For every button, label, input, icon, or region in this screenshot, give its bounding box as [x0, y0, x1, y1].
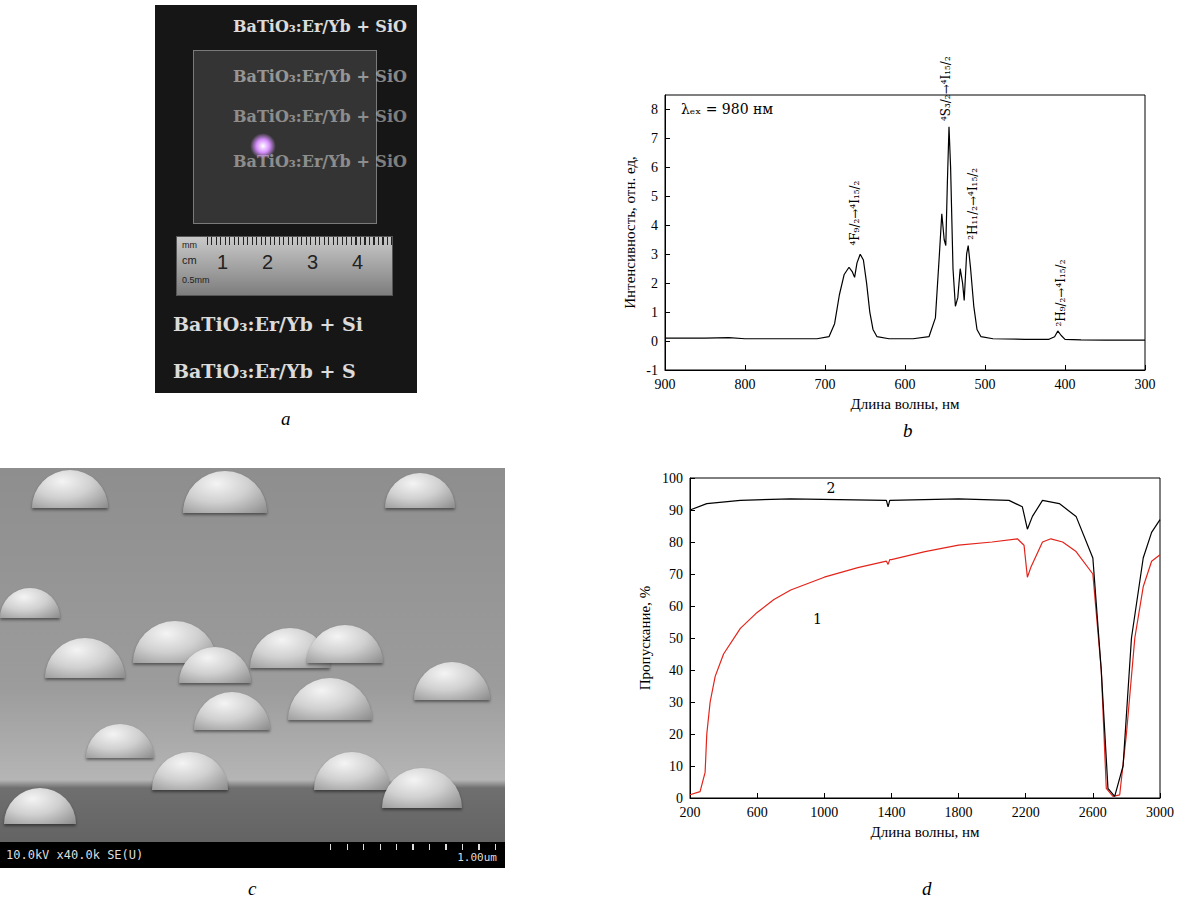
svg-text:900: 900	[655, 377, 676, 392]
html-text:BaTiO₃:Er/Yb + SiO: BaTiO₃:Er/Yb + SiO	[233, 17, 407, 36]
svg-text:3: 3	[651, 247, 658, 262]
svg-text:4: 4	[651, 218, 658, 233]
html-text:4: 4	[352, 251, 364, 273]
svg-text:-1: -1	[646, 363, 658, 378]
svg-text:20: 20	[669, 727, 683, 742]
svg-text:1000: 1000	[810, 805, 838, 820]
html-text:10.0kV x40.0k SE(U): 10.0kV x40.0k SE(U)	[6, 848, 144, 862]
html-text:a: a	[281, 408, 291, 429]
svg-text:6: 6	[651, 160, 658, 175]
html-text:d: d	[922, 878, 932, 899]
svg-text:²H₁₁/₂→⁴I₁₅/₂: ²H₁₁/₂→⁴I₁₅/₂	[966, 168, 980, 240]
svg-text:500: 500	[975, 377, 996, 392]
html-text:b: b	[903, 420, 913, 441]
svg-text:2600: 2600	[1079, 805, 1107, 820]
svg-text:7: 7	[651, 131, 658, 146]
svg-text:60: 60	[669, 599, 683, 614]
svg-text:1800: 1800	[945, 805, 973, 820]
html-text:BaTiO₃:Er/Yb + SiO: BaTiO₃:Er/Yb + SiO	[233, 152, 407, 171]
svg-text:Интенсивность, отн. ед,: Интенсивность, отн. ед,	[622, 156, 638, 309]
svg-text:⁴F₉/₂→⁴I₁₅/₂: ⁴F₉/₂→⁴I₁₅/₂	[848, 180, 862, 245]
svg-text:30: 30	[669, 695, 683, 710]
html-text:BaTiO₃:Er/Yb + SiO: BaTiO₃:Er/Yb + SiO	[233, 107, 407, 126]
html-text:c: c	[248, 878, 257, 899]
svg-text:Длина волны, нм: Длина волны, нм	[870, 824, 980, 840]
svg-text:200: 200	[680, 805, 701, 820]
svg-text:λₑₓ = 980 нм: λₑₓ = 980 нм	[681, 101, 773, 117]
html-text:3: 3	[307, 251, 319, 273]
svg-text:400: 400	[1055, 377, 1076, 392]
svg-text:50: 50	[669, 631, 683, 646]
svg-text:3000: 3000	[1146, 805, 1174, 820]
svg-text:10: 10	[669, 759, 683, 774]
svg-text:700: 700	[815, 377, 836, 392]
svg-text:1400: 1400	[877, 805, 905, 820]
svg-text:800: 800	[735, 377, 756, 392]
svg-text:90: 90	[669, 503, 683, 518]
svg-text:100: 100	[662, 471, 683, 486]
svg-text:²H₉/₂→⁴I₁₅/₂: ²H₉/₂→⁴I₁₅/₂	[1054, 259, 1068, 326]
svg-text:5: 5	[651, 189, 658, 204]
svg-text:70: 70	[669, 567, 683, 582]
svg-text:1: 1	[651, 305, 658, 320]
svg-text:600: 600	[895, 377, 916, 392]
html-text:1.00um: 1.00um	[457, 851, 497, 864]
svg-text:2200: 2200	[1012, 805, 1040, 820]
svg-text:0: 0	[651, 334, 658, 349]
svg-text:Длина волны, нм: Длина волны, нм	[850, 396, 960, 412]
html-text:BaTiO₃:Er/Yb + Si: BaTiO₃:Er/Yb + Si	[173, 313, 363, 335]
html-text:2: 2	[262, 251, 274, 273]
html-text:BaTiO₃:Er/Yb + S: BaTiO₃:Er/Yb + S	[173, 360, 356, 382]
svg-text:80: 80	[669, 535, 683, 550]
html-text:cm: cm	[182, 254, 197, 266]
svg-text:Пропускание, %: Пропускание, %	[637, 586, 653, 690]
html-text:0.5mm: 0.5mm	[182, 275, 210, 285]
svg-text:8: 8	[651, 102, 658, 117]
svg-text:2: 2	[827, 480, 836, 496]
html-text:1: 1	[217, 251, 229, 273]
html-text:BaTiO₃:Er/Yb + SiO: BaTiO₃:Er/Yb + SiO	[233, 67, 407, 86]
html-text:mm: mm	[182, 240, 197, 250]
svg-text:40: 40	[669, 663, 683, 678]
svg-text:600: 600	[747, 805, 768, 820]
svg-text:300: 300	[1135, 377, 1156, 392]
svg-text:0: 0	[676, 791, 683, 806]
svg-text:2: 2	[651, 276, 658, 291]
svg-text:⁴S₃/₂→⁴I₁₅/₂: ⁴S₃/₂→⁴I₁₅/₂	[939, 56, 953, 121]
svg-text:1: 1	[813, 611, 822, 627]
